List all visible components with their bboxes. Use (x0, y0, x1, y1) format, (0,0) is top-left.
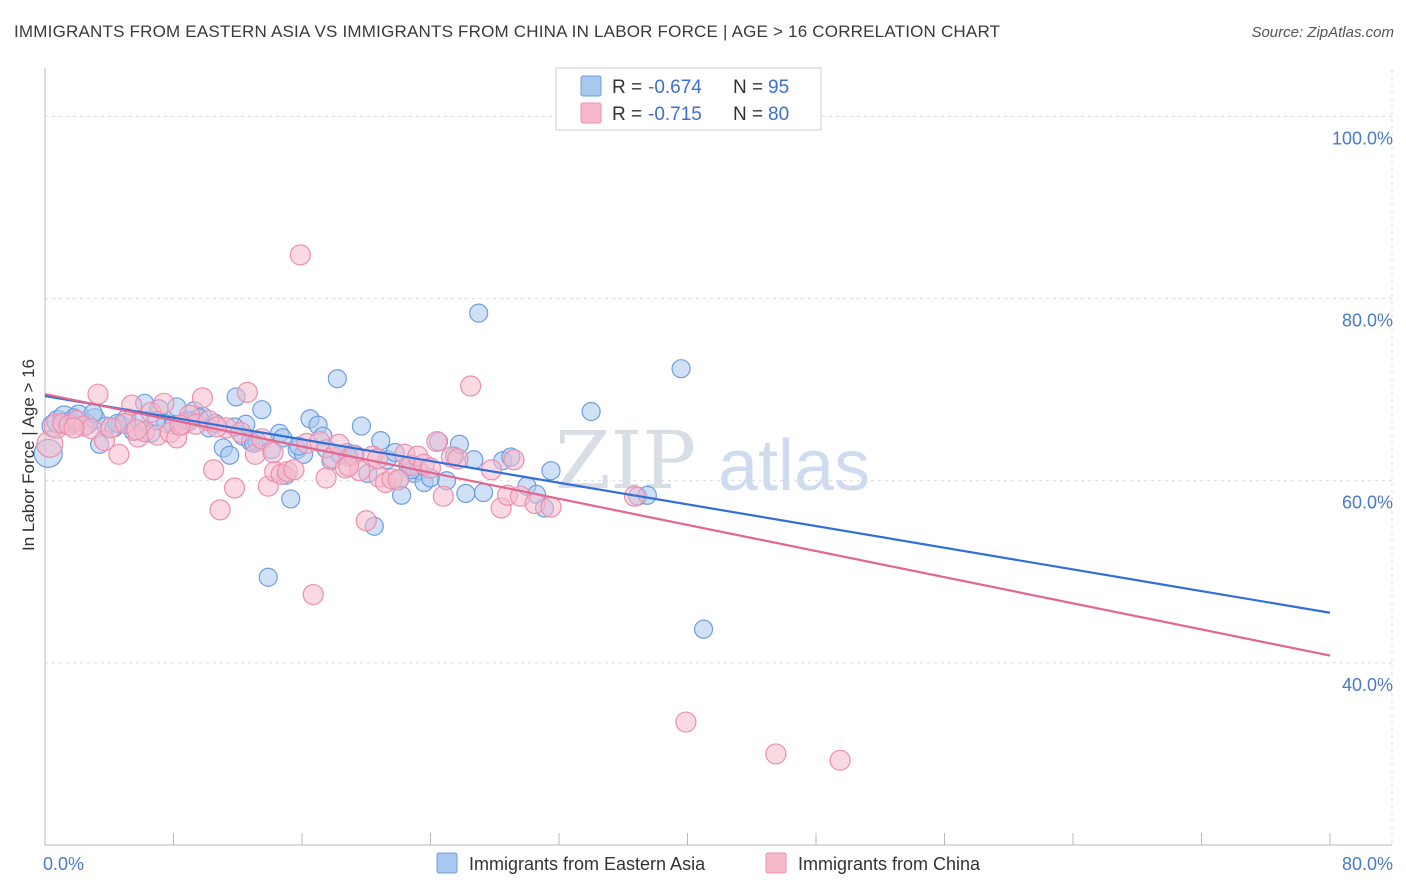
legend: R = -0.674 N = 95 R = -0.715 N = 80 (555, 67, 822, 131)
eastern-asia-point (327, 369, 347, 389)
china-point (63, 417, 85, 439)
china-point (432, 485, 454, 507)
eastern-asia-point (456, 483, 476, 504)
eastern-asia-point (258, 567, 278, 587)
eastern-asia-point (281, 489, 301, 509)
watermark: ZIP atlas (555, 414, 870, 507)
eastern-asia-point (473, 482, 494, 503)
eastern-asia-point (541, 461, 561, 481)
china-point (387, 469, 409, 491)
china-point (289, 244, 311, 266)
y-tick-labels: 100.0% 80.0% 60.0% 40.0% (1332, 128, 1393, 694)
china-point (153, 392, 175, 414)
china-point (203, 459, 225, 481)
legend-r-value-blue: -0.674 (648, 77, 702, 98)
china-point (302, 583, 324, 606)
eastern-asia-point (469, 303, 489, 323)
y-tick-label: 60.0% (1342, 493, 1393, 513)
eastern-asia-point (693, 619, 714, 639)
eastern-asia-trend-line (44, 394, 1331, 614)
china-point (315, 467, 337, 489)
bottom-legend-label-china: Immigrants from China (798, 854, 981, 874)
chart-title: IMMIGRANTS FROM EASTERN ASIA VS IMMIGRAN… (14, 22, 1001, 41)
legend-r-value-pink: -0.715 (648, 104, 702, 125)
eastern-asia-point (220, 445, 240, 465)
legend-r-label: R = (612, 104, 642, 125)
legend-n-label: N = (733, 104, 763, 125)
legend-swatch-blue (580, 75, 602, 97)
eastern-asia-point (252, 400, 272, 420)
y-tick-label: 100.0% (1332, 128, 1393, 148)
china-point (191, 387, 214, 409)
eastern-asia-point (581, 401, 601, 422)
china-point (125, 419, 148, 441)
china-point (503, 449, 525, 471)
china-point (236, 381, 258, 403)
china-trend-line (44, 393, 1331, 657)
china-point (765, 743, 787, 765)
watermark-atlas: atlas (718, 426, 870, 506)
china-point (675, 711, 697, 733)
china-point (355, 510, 377, 532)
china-point (337, 455, 360, 477)
china-point (108, 443, 130, 465)
china-point (209, 499, 231, 521)
legend-r-label: R = (612, 77, 642, 98)
china-point (540, 496, 562, 518)
bottom-legend-swatch-pink (765, 852, 787, 874)
eastern-asia-point (671, 359, 691, 379)
china-point (283, 459, 305, 481)
bottom-legend: Immigrants from Eastern Asia Immigrants … (436, 852, 981, 874)
legend-swatch-pink (580, 102, 602, 124)
x-tick-label: 80.0% (1342, 854, 1393, 874)
legend-n-value-blue: 95 (768, 77, 789, 98)
china-point (460, 375, 482, 397)
china-point (223, 477, 246, 499)
y-axis-title: In Labor Force | Age > 16 (19, 359, 38, 551)
legend-n-value-pink: 80 (768, 104, 789, 125)
bottom-legend-swatch-blue (436, 852, 458, 874)
china-point (87, 383, 109, 405)
x-tick-label: 0.0% (43, 854, 84, 874)
y-tick-label: 80.0% (1342, 311, 1393, 331)
y-tick-label: 40.0% (1342, 675, 1393, 695)
eastern-asia-point (351, 416, 372, 436)
chart-source: Source: ZipAtlas.com (1251, 24, 1394, 41)
bottom-legend-label-eastern-asia: Immigrants from Eastern Asia (469, 854, 706, 874)
x-tick-labels: 0.0% 80.0% (43, 854, 1393, 874)
series-china-points (36, 244, 851, 771)
china-point (426, 430, 448, 453)
trend-lines (44, 393, 1331, 657)
china-point (262, 441, 284, 464)
china-point (829, 749, 851, 771)
legend-n-label: N = (733, 77, 763, 98)
